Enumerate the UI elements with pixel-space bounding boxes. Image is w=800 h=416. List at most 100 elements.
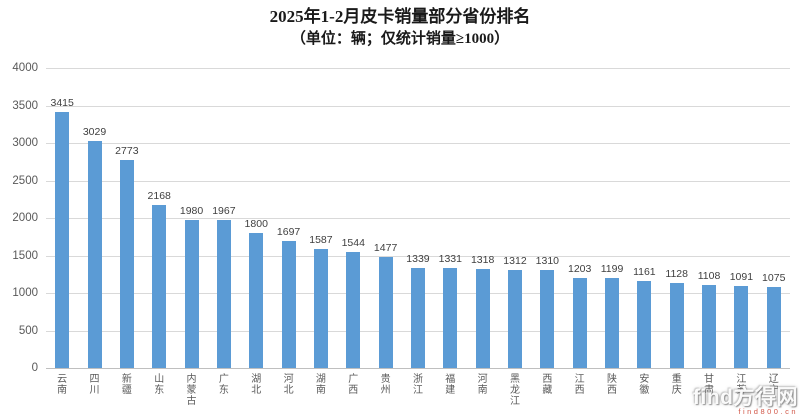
y-axis: 0 500 1000 1500 2000 2500 3000 3500 4000 [0,0,42,416]
bar-column: 1800 湖北 [240,68,272,416]
bar-column: 3029 四川 [78,68,110,416]
bar [87,140,102,368]
bar [410,267,425,368]
bar-column: 1312 黑龙江 [499,68,531,416]
x-axis-line [46,368,790,369]
x-axis-category-label: 内蒙古 [186,374,197,408]
x-axis-category-label: 江西 [574,374,585,397]
y-axis-tick-label: 1000 [12,287,38,299]
gridline [46,218,790,219]
y-axis-tick-label: 2000 [12,212,38,224]
bar [766,287,781,368]
bar-column: 1199 陕西 [596,68,628,416]
bar-value-label: 2773 [115,145,139,158]
bar [378,257,393,368]
x-axis-category-label: 湖南 [315,374,326,397]
y-axis-tick-label: 500 [18,324,38,337]
bar-value-label: 1199 [600,263,624,276]
x-axis-category-label: 安徽 [639,374,650,397]
x-axis-category-label: 甘肃 [704,374,715,397]
chart-title-block: 2025年1-2月皮卡销量部分省份排名 （单位：辆；仅统计销量≥1000） [0,5,800,50]
x-axis-category-label: 重庆 [671,374,682,397]
x-axis-category-label: 山东 [154,374,165,397]
bar-value-label: 1544 [341,237,365,250]
bar-column: 1544 广西 [337,68,369,416]
bar [507,269,522,368]
bar-value-label: 1800 [244,218,268,230]
bar [540,269,555,368]
bar-value-label: 1331 [438,253,462,266]
bar-column: 1587 湖南 [305,68,337,416]
x-axis-category-label: 福建 [445,374,456,397]
chart-subtitle: （单位：辆；仅统计销量≥1000） [290,31,510,47]
bar [184,219,199,368]
bar-value-label: 1203 [567,262,592,275]
bar [637,280,652,368]
bar [152,205,167,368]
y-axis-tick-label: 3000 [12,137,38,149]
bar [313,248,328,368]
bar-value-label: 1108 [697,269,721,282]
bar-value-label: 1312 [503,254,527,267]
x-axis-category-label: 黑龙江 [509,374,520,408]
x-axis-category-label: 辽宁 [768,374,779,397]
x-axis-category-label: 贵州 [380,374,391,397]
bar-value-label: 1587 [309,233,333,246]
bar-column: 1339 浙江 [402,68,434,416]
gridline [46,68,790,69]
bar-column: 1075 辽宁 [758,68,790,416]
bar-column: 2773 新疆 [111,68,143,416]
bar-value-label: 1091 [729,271,754,284]
bar-column: 1091 江苏 [725,68,757,416]
bar [669,283,684,368]
x-axis-category-label: 湖北 [251,374,262,397]
bar [734,286,749,368]
bar-value-label: 1128 [665,268,688,281]
bar [55,111,70,368]
bar-value-label: 1980 [179,204,204,217]
x-axis-category-label: 陕西 [607,374,618,397]
gridline [46,143,790,144]
bar-column: 1108 甘肃 [693,68,725,416]
y-axis-tick-label: 3500 [12,99,38,112]
x-axis-category-label: 新疆 [121,374,132,397]
bar-value-label: 3415 [50,96,74,109]
bar-value-label: 1075 [762,272,786,285]
y-axis-tick-label: 1500 [12,249,38,262]
gridline [46,180,790,182]
x-axis-category-label: 云南 [57,374,68,397]
bar [216,220,231,368]
x-axis-category-label: 广西 [348,374,359,397]
bar-value-label: 1967 [212,205,236,218]
bar [119,160,134,368]
bar-column: 1318 河南 [466,68,498,416]
bar-value-label: 2168 [147,190,171,203]
bar-column: 3415 云南 [46,68,78,416]
x-axis-category-label: 河南 [477,374,488,397]
bar-value-label: 1697 [276,225,301,238]
y-axis-tick-label: 0 [31,362,38,374]
bar [605,278,620,368]
bar-column: 1310 西藏 [531,68,563,416]
bar-value-label: 1310 [535,254,560,267]
bar [475,269,490,368]
gridline [46,105,790,107]
gridline [46,255,790,257]
bar-column: 1980 内蒙古 [175,68,207,416]
chart-title: 2025年1-2月皮卡销量部分省份排名 [269,7,531,26]
bar [249,233,264,368]
bar-value-label: 1161 [633,265,656,278]
bar-value-label: 3029 [82,125,107,138]
bar-value-label: 1339 [406,252,430,265]
x-axis-category-label: 西藏 [542,374,553,397]
y-axis-tick-label: 2500 [12,174,38,187]
bar-column: 1967 广东 [208,68,240,416]
bar [702,284,717,368]
bar-column: 1697 河北 [272,68,304,416]
bar-column: 1161 安徽 [628,68,660,416]
x-axis-category-label: 河北 [283,374,294,397]
x-axis-category-label: 广东 [218,374,229,397]
bar-value-label: 1318 [470,254,495,267]
y-axis-tick-label: 4000 [12,62,38,74]
